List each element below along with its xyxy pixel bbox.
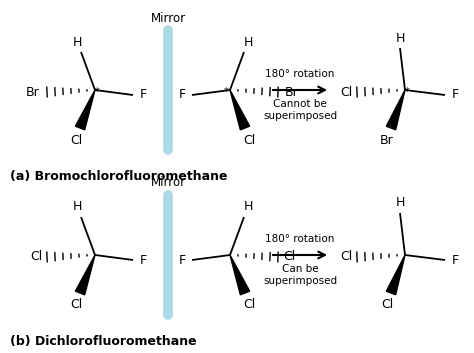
Text: F: F (178, 89, 185, 102)
Text: (a) Bromochlorofluoromethane: (a) Bromochlorofluoromethane (10, 170, 228, 183)
Text: *: * (405, 87, 410, 97)
Text: 180° rotation: 180° rotation (265, 234, 335, 244)
Text: H: H (395, 197, 405, 209)
Text: Mirror: Mirror (150, 12, 185, 24)
Text: Cl: Cl (70, 133, 82, 146)
Text: Cl: Cl (243, 133, 255, 146)
Text: Cl: Cl (30, 251, 42, 263)
Text: Cl: Cl (283, 251, 295, 263)
Polygon shape (386, 255, 405, 295)
Text: Cannot be
superimposed: Cannot be superimposed (263, 99, 337, 121)
Text: *: * (95, 87, 100, 97)
Text: H: H (73, 201, 82, 214)
Text: *: * (224, 87, 228, 97)
Text: Br: Br (26, 85, 40, 98)
Text: Cl: Cl (340, 85, 352, 98)
Text: 180° rotation: 180° rotation (265, 69, 335, 79)
Text: Mirror: Mirror (150, 176, 185, 190)
Polygon shape (230, 255, 250, 295)
Text: F: F (139, 89, 146, 102)
Text: F: F (451, 89, 458, 102)
Polygon shape (230, 90, 250, 130)
Text: Cl: Cl (381, 299, 393, 311)
Text: Br: Br (380, 133, 394, 146)
Text: H: H (243, 201, 253, 214)
Text: F: F (451, 253, 458, 267)
Polygon shape (75, 255, 95, 295)
Text: (b) Dichlorofluoromethane: (b) Dichlorofluoromethane (10, 335, 197, 348)
Text: H: H (73, 36, 82, 48)
Text: Cl: Cl (340, 251, 352, 263)
Text: Can be
superimposed: Can be superimposed (263, 264, 337, 286)
Text: Cl: Cl (243, 299, 255, 311)
Polygon shape (75, 90, 95, 130)
Polygon shape (386, 90, 405, 130)
Text: Br: Br (285, 85, 299, 98)
Text: H: H (243, 36, 253, 48)
Text: F: F (139, 253, 146, 267)
Text: F: F (178, 253, 185, 267)
Text: Cl: Cl (70, 299, 82, 311)
Text: H: H (395, 31, 405, 44)
